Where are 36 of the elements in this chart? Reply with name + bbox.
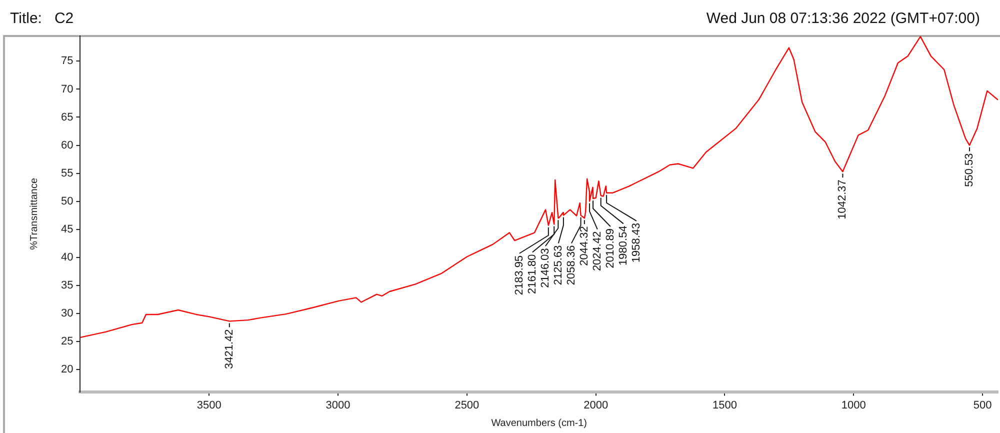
y-tick-label: 25 — [60, 335, 74, 348]
y-axis-title: %Transmittance — [28, 178, 40, 250]
annotation: 2183.95 — [513, 255, 526, 296]
annotation: 2024.42 — [591, 231, 604, 272]
x-tick-label: 3500 — [196, 399, 222, 412]
x-tick-label: 1000 — [841, 399, 866, 412]
x-tick-label: 3000 — [326, 399, 350, 412]
annotation: 2058.36 — [565, 245, 578, 286]
y-tick-label: 60 — [60, 139, 74, 152]
annotation: 2161.80 — [526, 254, 538, 294]
annotation: 2146.03 — [539, 248, 552, 288]
x-axis-title: Wavenumbers (cm-1) — [491, 418, 587, 429]
annotation: 2010.89 — [604, 228, 616, 268]
y-tick-label: 75 — [60, 55, 74, 68]
y-tick-label: 35 — [60, 279, 74, 292]
y-tick-label: 65 — [60, 111, 74, 124]
x-tick-label: 1500 — [712, 399, 737, 412]
annotation: 550.53 — [964, 153, 976, 187]
annotation: 1958.43 — [630, 222, 642, 263]
y-tick-label: 55 — [60, 167, 74, 180]
x-tick-label: 500 — [973, 399, 992, 412]
y-tick-label: 70 — [60, 83, 74, 96]
y-tick-label: 40 — [60, 251, 74, 264]
x-tick-label: 2000 — [584, 399, 608, 412]
annotation: 3421.42 — [223, 329, 236, 369]
chart-subtitle: Wed Jun 08 07:13:36 2022 (GMT+07:00) — [706, 10, 980, 27]
annotation: 2125.63 — [552, 245, 564, 286]
annotation: 1980.54 — [617, 226, 630, 266]
annotation: 2044.32 — [578, 226, 590, 266]
y-tick-label: 20 — [60, 363, 74, 376]
annotation: 1042.37 — [836, 180, 849, 220]
y-tick-label: 45 — [60, 223, 74, 236]
y-tick-label: 50 — [60, 195, 74, 208]
x-tick-label: 2500 — [454, 399, 480, 412]
chart-title: Title: C2 — [10, 10, 74, 27]
y-tick-label: 30 — [60, 307, 74, 320]
